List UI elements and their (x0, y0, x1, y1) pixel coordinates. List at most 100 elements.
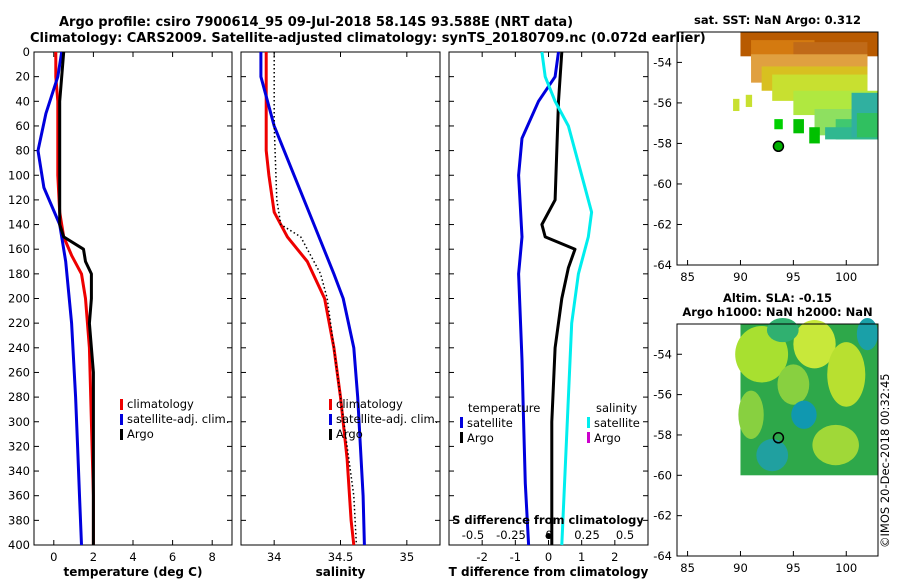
x-tick-label: 0 (545, 550, 552, 564)
top-axis-label: S difference from climatology (452, 513, 644, 527)
x-tick-label: 4 (129, 550, 136, 564)
y-tick-label: 140 (8, 218, 30, 232)
y-tick-label: 40 (15, 94, 30, 108)
legend-header-temperature: temperature (468, 401, 540, 415)
sst-data-block (774, 119, 783, 130)
x-tick-label: 85 (680, 270, 695, 284)
x-tick-label: 2 (90, 550, 97, 564)
s-tick-label: -0.5 (462, 528, 484, 542)
y-tick-label: -58 (653, 136, 672, 150)
legend-swatch (329, 429, 332, 440)
sla-anomaly-blob (777, 364, 810, 405)
x-tick-label: 35 (400, 550, 415, 564)
sla-anomaly-blob (812, 424, 859, 466)
series-line-t-argo (540, 51, 577, 545)
y-tick-label: 180 (8, 267, 30, 281)
legend-swatch (120, 429, 123, 440)
legend-label: climatology (127, 397, 194, 411)
y-tick-label: -54 (653, 55, 672, 69)
plot-frame (240, 51, 441, 546)
y-tick-label: 240 (8, 341, 30, 355)
sst-data-block (733, 98, 740, 112)
y-tick-label: -54 (653, 347, 672, 361)
map-title: Altim. SLA: -0.15 (723, 291, 832, 305)
map-frame (676, 31, 879, 266)
y-tick-label: 60 (15, 119, 30, 133)
sla-anomaly-blob (738, 390, 764, 439)
sst-map-panel: sat. SST: NaN Argo: 0.312 85 90 95 100 -54 -56… (653, 13, 879, 284)
series-line-satellite-adj-clim- (259, 52, 366, 546)
legend-label: Argo (594, 431, 621, 445)
s-tick-label: -0.25 (496, 528, 526, 542)
legend-label: satellite-adj. clim. (127, 412, 229, 426)
salinity-panel: 34 34.5 35 salinity climatologysatellite-adj… (240, 51, 441, 579)
y-tick-label: 320 (8, 439, 30, 453)
x-tick-label: 90 (733, 270, 748, 284)
x-tick-label: 1 (578, 550, 585, 564)
legend-swatch (329, 399, 332, 410)
legend-swatch (460, 417, 463, 428)
temperature-panel: 0204060801001201401601802002202402602803… (8, 45, 233, 579)
y-tick-label: -60 (653, 177, 672, 191)
series-line-climatology (264, 52, 356, 546)
legend-swatch (120, 399, 123, 410)
difference-panel: -2 -1 0 1 2T difference from climatology temp… (448, 51, 649, 579)
series-line-t-satellite (517, 51, 560, 546)
sst-data-block (809, 127, 820, 144)
argo-position-marker (772, 140, 785, 153)
y-tick-label: 280 (8, 390, 30, 404)
legend-label: satellite (467, 416, 513, 430)
sla-anomaly-blob (766, 317, 799, 343)
legend-label: Argo (127, 427, 154, 441)
legend-label: Argo (467, 431, 494, 445)
y-tick-label: 400 (8, 538, 30, 552)
map-frame (676, 323, 879, 557)
x-tick-label: 95 (786, 270, 801, 284)
y-tick-label: 380 (8, 513, 30, 527)
x-tick-label: 2 (611, 550, 618, 564)
sla-anomaly-blob (791, 400, 817, 429)
legend-swatch (329, 414, 332, 425)
y-tick-label: 340 (8, 464, 30, 478)
series-line-argo (58, 51, 95, 545)
y-tick-label: 160 (8, 242, 30, 256)
y-tick-label: -64 (653, 258, 672, 272)
s-tick-label: 0.5 (616, 528, 634, 542)
s-tick-label: 0.25 (574, 528, 600, 542)
x-tick-label: 6 (169, 550, 176, 564)
y-tick-label: -60 (653, 468, 672, 482)
series-line-climatology (54, 52, 95, 545)
map-title: sat. SST: NaN Argo: 0.312 (694, 13, 861, 27)
y-tick-label: -56 (653, 96, 672, 110)
x-tick-label: -1 (510, 550, 521, 564)
legend-label: climatology (336, 397, 403, 411)
plot-frame (33, 51, 233, 546)
sla-anomaly-blob (856, 317, 879, 351)
sla-anomaly-blob (756, 438, 789, 472)
y-tick-label: -62 (653, 217, 672, 231)
legend-label: satellite-adj. clim. (336, 412, 438, 426)
legend-header-salinity: salinity (596, 401, 637, 415)
sla-anomaly-blob (793, 319, 836, 369)
sst-data-block (856, 113, 878, 138)
plot-frame (448, 51, 649, 546)
x-tick-label: 0 (50, 550, 57, 564)
x-tick-label: 8 (209, 550, 216, 564)
x-tick-label: 100 (835, 270, 857, 284)
x-tick-label: 90 (733, 561, 748, 575)
x-tick-label: 85 (680, 561, 695, 575)
legend-swatch (587, 417, 590, 428)
legend-swatch (460, 432, 463, 443)
sla-anomaly-blob (827, 342, 866, 407)
series-line-satellite-adj-clim- (36, 51, 83, 546)
x-tick-label: 34.5 (328, 550, 354, 564)
y-tick-label: 220 (8, 316, 30, 330)
sst-data-block (793, 119, 804, 134)
x-tick-label: 34 (267, 550, 282, 564)
legend-label: Argo (336, 427, 363, 441)
series-line-argo (273, 52, 358, 546)
title-line-1: Argo profile: csiro 7900614_95 09-Jul-20… (59, 15, 573, 30)
y-tick-label: 260 (8, 365, 30, 379)
y-tick-label: 80 (15, 144, 30, 158)
